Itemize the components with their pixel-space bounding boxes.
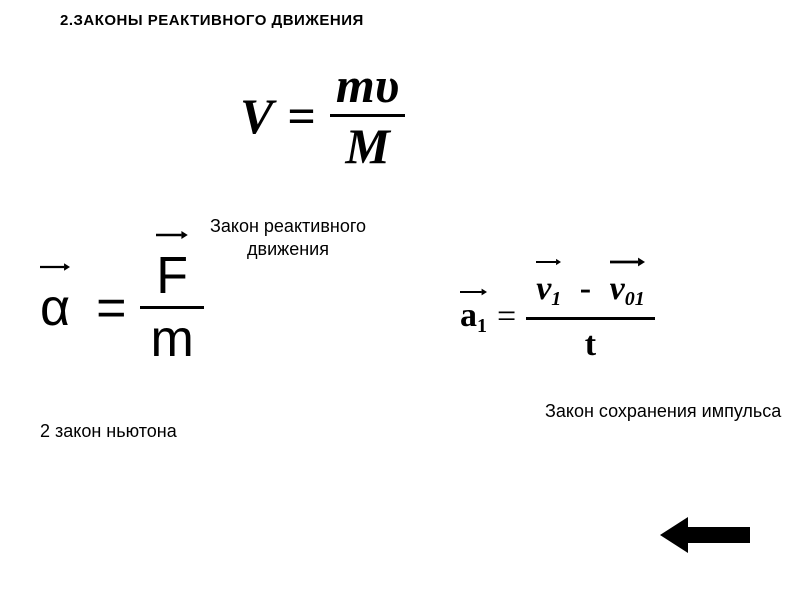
formula3-v01-base: v [610, 270, 625, 307]
caption-momentum-conservation: Закон сохранения импульса [545, 400, 781, 423]
vector-arrow-icon [610, 256, 645, 270]
page-title: 2.ЗАКОНЫ РЕАКТИВНОГО ДВИЖЕНИЯ [60, 12, 364, 29]
formula2-lhs: α [40, 279, 70, 337]
formula2-numerator: F [146, 250, 198, 302]
vector-arrow-icon [460, 285, 487, 299]
formula3-numerator: v1 - v01 [526, 270, 655, 311]
fraction-bar [330, 114, 405, 117]
formula2-equals: = [96, 282, 126, 334]
back-arrow-button[interactable] [660, 515, 750, 555]
fraction-bar [140, 306, 203, 309]
formula1-denominator: M [339, 121, 395, 171]
formula3-fraction: v1 - v01 t [526, 270, 655, 364]
formula2-fraction: F m [140, 250, 203, 365]
formula-reactive-motion: V = mυ M [240, 60, 405, 171]
formula3-lhs-base: a [460, 297, 477, 334]
caption-reactive-motion: Закон реактивного движения [210, 215, 366, 260]
vector-arrow-icon [536, 256, 561, 270]
formula1-numerator: mυ [330, 60, 405, 110]
formula2-denominator: m [140, 313, 203, 365]
formula3-v1-base: v [536, 270, 551, 307]
formula3-a-vector: a1 [460, 299, 487, 336]
vector-arrow-icon [156, 228, 188, 242]
caption1-line2: движения [247, 239, 329, 259]
formula-momentum-conservation: a1 = v1 - v01 t [460, 270, 655, 364]
formula3-minus: - [580, 270, 591, 307]
formula-newton-second-law: α = F m [40, 250, 204, 365]
formula1-fraction: mυ M [330, 60, 405, 171]
fraction-bar [526, 317, 655, 320]
caption1-line1: Закон реактивного [210, 216, 366, 236]
caption-newton-second-law: 2 закон ньютона [40, 420, 177, 443]
slide: 2.ЗАКОНЫ РЕАКТИВНОГО ДВИЖЕНИЯ V = mυ M З… [0, 0, 800, 600]
formula3-v01-sub: 01 [625, 288, 645, 310]
formula2-F: F [156, 247, 188, 305]
formula1-lhs: V [240, 91, 273, 141]
formula3-denominator: t [577, 326, 604, 364]
formula3-v1-sub: 1 [551, 288, 561, 310]
back-arrow-icon [660, 515, 750, 555]
formula1-equals: = [287, 91, 316, 141]
formula3-lhs-sub: 1 [477, 315, 487, 337]
formula2-alpha-vector: α [40, 282, 70, 334]
formula3-equals: = [497, 300, 516, 334]
vector-arrow-icon [40, 260, 70, 274]
